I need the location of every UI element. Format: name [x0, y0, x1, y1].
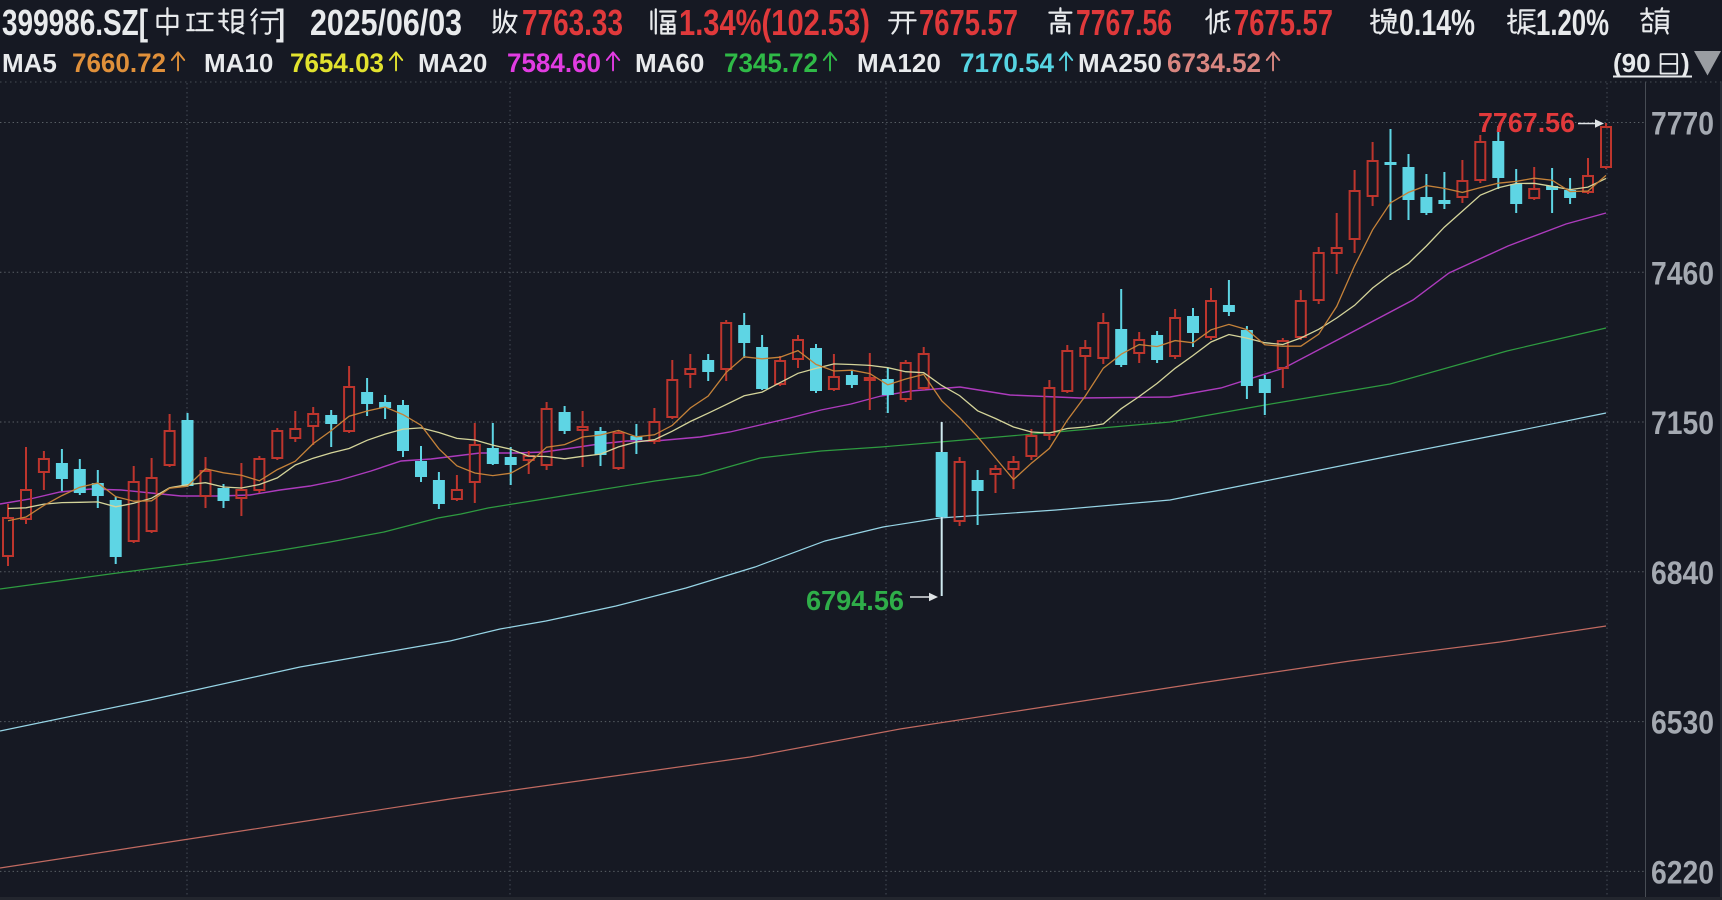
svg-text:6734.52: 6734.52: [1167, 48, 1261, 78]
svg-text:7675.57: 7675.57: [919, 2, 1018, 43]
svg-text:7767.56: 7767.56: [1478, 107, 1575, 138]
svg-text:0.14%: 0.14%: [1399, 2, 1475, 43]
svg-text:MA250: MA250: [1078, 48, 1162, 78]
svg-text:MA10: MA10: [204, 48, 273, 78]
svg-text:6530: 6530: [1651, 705, 1714, 741]
svg-text:7460: 7460: [1651, 255, 1714, 291]
svg-text:7150: 7150: [1651, 405, 1714, 441]
svg-text:7660.72: 7660.72: [72, 48, 166, 78]
svg-text:7654.03: 7654.03: [290, 48, 384, 78]
svg-text:]: ]: [276, 2, 285, 43]
svg-text:7770: 7770: [1651, 106, 1714, 142]
svg-text:7767.56: 7767.56: [1076, 2, 1172, 43]
svg-text:): ): [1681, 48, 1690, 78]
svg-text:7170.54: 7170.54: [960, 48, 1054, 78]
svg-text:1.34%(102.53): 1.34%(102.53): [679, 2, 870, 43]
svg-text:MA5: MA5: [2, 48, 57, 78]
svg-text:399986.SZ[: 399986.SZ[: [2, 2, 148, 43]
svg-text:MA20: MA20: [418, 48, 487, 78]
svg-text:6840: 6840: [1651, 555, 1714, 591]
svg-text:1.20%: 1.20%: [1536, 2, 1609, 43]
svg-text:2025/06/03: 2025/06/03: [310, 2, 462, 43]
svg-text:7584.60: 7584.60: [507, 48, 601, 78]
svg-text:7763.33: 7763.33: [522, 2, 623, 43]
svg-text:(90: (90: [1613, 48, 1651, 78]
svg-text:MA60: MA60: [635, 48, 704, 78]
svg-text:MA120: MA120: [857, 48, 941, 78]
svg-text:6220: 6220: [1651, 854, 1714, 890]
svg-text:7675.57: 7675.57: [1234, 2, 1333, 43]
svg-text:6794.56: 6794.56: [806, 585, 904, 616]
svg-text:7345.72: 7345.72: [724, 48, 818, 78]
